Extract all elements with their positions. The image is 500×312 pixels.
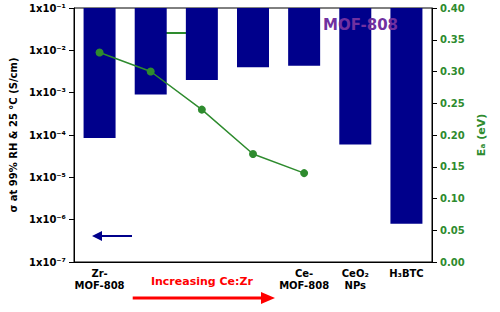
svg-text:1x10⁻⁵: 1x10⁻⁵ <box>29 172 66 183</box>
svg-text:Eₐ (eV): Eₐ (eV) <box>475 114 488 156</box>
svg-text:0.10: 0.10 <box>440 193 465 204</box>
svg-text:σ at 99% RH & 25 °C (S/cm): σ at 99% RH & 25 °C (S/cm) <box>8 57 19 212</box>
svg-text:0.05: 0.05 <box>440 225 465 236</box>
svg-text:0.25: 0.25 <box>440 98 465 109</box>
svg-text:MOF-808: MOF-808 <box>279 280 329 291</box>
svg-text:0.20: 0.20 <box>440 130 465 141</box>
svg-text:1x10⁻⁶: 1x10⁻⁶ <box>29 214 66 225</box>
svg-text:MOF-808: MOF-808 <box>75 280 125 291</box>
svg-text:Increasing Ce:Zr: Increasing Ce:Zr <box>151 275 254 288</box>
svg-text:Ce-: Ce- <box>295 268 313 279</box>
svg-text:0.00: 0.00 <box>440 257 465 268</box>
svg-text:1x10⁻³: 1x10⁻³ <box>29 87 66 98</box>
svg-text:1x10⁻⁴: 1x10⁻⁴ <box>29 130 66 141</box>
svg-text:Zr-: Zr- <box>91 268 107 279</box>
svg-text:0.40: 0.40 <box>440 3 465 14</box>
svg-text:MOF-808: MOF-808 <box>323 16 398 34</box>
svg-text:1x10⁻¹: 1x10⁻¹ <box>29 3 66 14</box>
svg-text:CeO₂: CeO₂ <box>342 268 369 279</box>
svg-text:0.30: 0.30 <box>440 66 465 77</box>
svg-text:NPs: NPs <box>345 280 367 291</box>
svg-text:1x10⁻⁷: 1x10⁻⁷ <box>29 257 66 268</box>
svg-text:0.35: 0.35 <box>440 34 465 45</box>
svg-text:H₃BTC: H₃BTC <box>389 268 424 279</box>
svg-text:1x10⁻²: 1x10⁻² <box>29 45 66 56</box>
svg-text:0.15: 0.15 <box>440 161 465 172</box>
